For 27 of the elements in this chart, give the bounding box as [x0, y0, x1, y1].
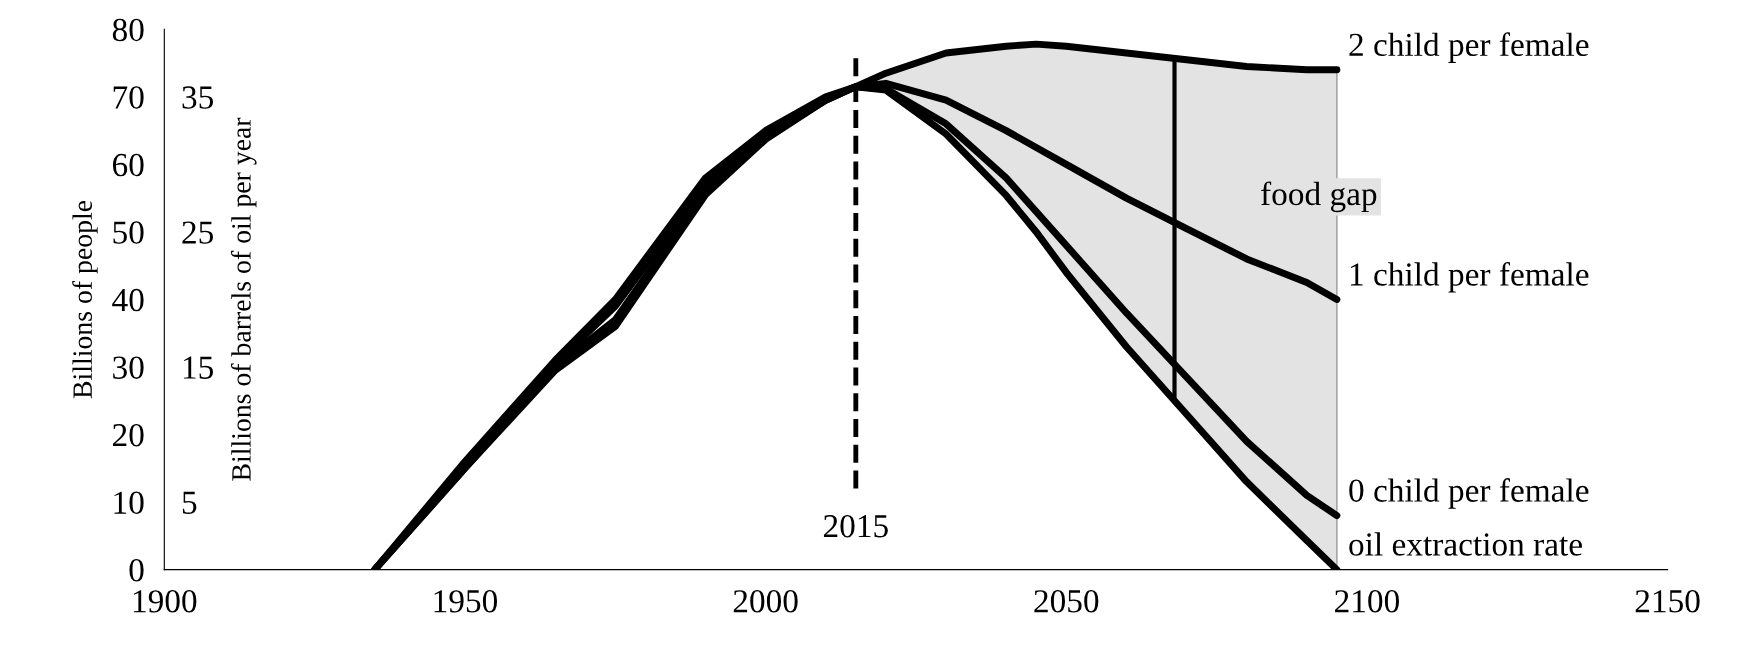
y-tick-label: 30: [113, 356, 144, 379]
x-tick-label: 2050: [1034, 590, 1099, 613]
y-tick-label: 40: [112, 288, 144, 312]
y-tick-label: 50: [113, 221, 144, 244]
y2-tick-label: 5: [182, 491, 197, 514]
ref-line-label: 2015: [823, 514, 888, 538]
y2-tick-label: 25: [182, 221, 214, 244]
y2-tick-label: 15: [183, 356, 214, 379]
y-axis-title: Billions of people: [72, 200, 98, 399]
series-label: 1 child per female: [1350, 261, 1589, 293]
x-tick-label: 2000: [733, 590, 798, 613]
y-tick-label: 20: [113, 423, 144, 447]
y-tick-label: 80: [112, 18, 144, 42]
annotation: food gap: [1261, 181, 1377, 213]
series-label: oil extraction rate: [1349, 532, 1582, 556]
series-label: 2 child per female: [1349, 32, 1589, 63]
y-tick-label: 70: [113, 86, 144, 109]
series-label: 0 child per female: [1349, 478, 1589, 509]
y2-axis-title: Billions of barrels of oil per year: [230, 117, 257, 481]
x-tick-label: 1950: [434, 590, 498, 613]
y-tick-label: 10: [114, 491, 144, 514]
x-tick-label: 2100: [1335, 590, 1399, 613]
y-tick-label: 60: [112, 153, 144, 177]
y-tick-label: 0: [129, 559, 144, 582]
x-tick-label: 2150: [1635, 590, 1700, 613]
y2-tick-label: 35: [182, 86, 214, 109]
x-tick-label: 1900: [133, 590, 197, 613]
